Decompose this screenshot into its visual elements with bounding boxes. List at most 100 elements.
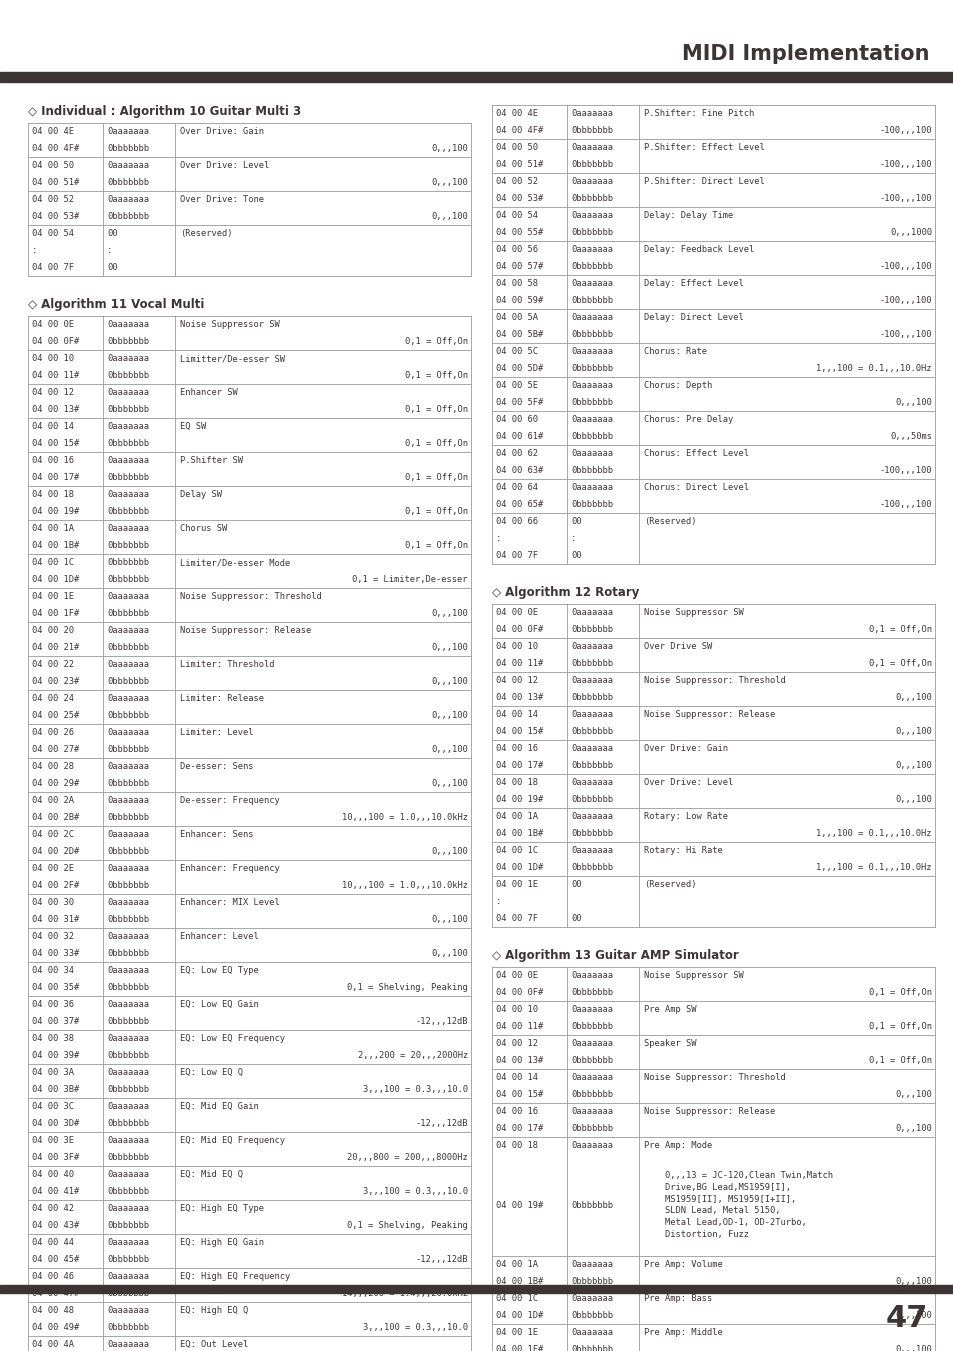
Text: 0bbbbbbb: 0bbbbbbb	[571, 1201, 613, 1209]
Text: Limitter/De-esser SW: Limitter/De-esser SW	[180, 354, 285, 363]
Text: 0,,,100: 0,,,100	[894, 1090, 931, 1098]
Text: 04 00 4E: 04 00 4E	[496, 109, 537, 118]
Text: 0,1 = Off,On: 0,1 = Off,On	[405, 405, 468, 413]
Text: 0bbbbbbb: 0bbbbbbb	[107, 1017, 149, 1025]
Text: 04 00 2D#: 04 00 2D#	[32, 847, 79, 857]
Text: Enhancer SW: Enhancer SW	[180, 388, 237, 397]
Text: 04 00 15#: 04 00 15#	[32, 439, 79, 449]
Text: 0aaaaaaa: 0aaaaaaa	[107, 1306, 149, 1315]
Text: 1,,,100 = 0.1,,,10.0Hz: 1,,,100 = 0.1,,,10.0Hz	[816, 363, 931, 373]
Text: 04 00 4A: 04 00 4A	[32, 1340, 74, 1350]
Text: 04 00 2A: 04 00 2A	[32, 796, 74, 805]
Text: 0aaaaaaa: 0aaaaaaa	[571, 143, 613, 153]
Text: 0bbbbbbb: 0bbbbbbb	[571, 363, 613, 373]
Text: 04 00 1A: 04 00 1A	[32, 524, 74, 534]
Text: 0bbbbbbb: 0bbbbbbb	[107, 1152, 149, 1162]
Text: EQ: Low EQ Frequency: EQ: Low EQ Frequency	[180, 1034, 285, 1043]
Text: EQ: High EQ Q: EQ: High EQ Q	[180, 1306, 248, 1315]
Text: 0,,,100: 0,,,100	[431, 847, 468, 857]
Text: 04 00 29#: 04 00 29#	[32, 780, 79, 788]
Text: 04 00 51#: 04 00 51#	[32, 178, 79, 186]
Text: 04 00 10: 04 00 10	[496, 1005, 537, 1015]
Text: 20,,,800 = 200,,,8000Hz: 20,,,800 = 200,,,8000Hz	[347, 1152, 468, 1162]
Text: 04 00 7F: 04 00 7F	[496, 915, 537, 923]
Text: 0aaaaaaa: 0aaaaaaa	[571, 381, 613, 390]
Text: -100,,,100: -100,,,100	[879, 195, 931, 203]
Text: 3,,,100 = 0.3,,,10.0: 3,,,100 = 0.3,,,10.0	[363, 1188, 468, 1196]
Text: 04 00 41#: 04 00 41#	[32, 1188, 79, 1196]
Text: 0aaaaaaa: 0aaaaaaa	[571, 1260, 613, 1269]
Text: 0aaaaaaa: 0aaaaaaa	[571, 1039, 613, 1048]
Text: 0aaaaaaa: 0aaaaaaa	[107, 966, 149, 975]
Text: Limiter: Release: Limiter: Release	[180, 694, 264, 703]
Text: 0bbbbbbb: 0bbbbbbb	[571, 500, 613, 509]
Text: 04 00 1B#: 04 00 1B#	[496, 1277, 542, 1286]
Text: 0,1 = Off,On: 0,1 = Off,On	[868, 1056, 931, 1065]
Text: 0aaaaaaa: 0aaaaaaa	[107, 626, 149, 635]
Text: 0bbbbbbb: 0bbbbbbb	[107, 473, 149, 482]
Text: Enhancer: Frequency: Enhancer: Frequency	[180, 865, 279, 873]
Text: 0aaaaaaa: 0aaaaaaa	[571, 449, 613, 458]
Text: 0aaaaaaa: 0aaaaaaa	[107, 661, 149, 669]
Text: -100,,,100: -100,,,100	[879, 500, 931, 509]
Text: De-esser: Sens: De-esser: Sens	[180, 762, 253, 771]
Text: 0bbbbbbb: 0bbbbbbb	[107, 372, 149, 380]
Text: Over Drive: Level: Over Drive: Level	[643, 778, 733, 788]
Text: 04 00 1F#: 04 00 1F#	[496, 1346, 542, 1351]
Text: Over Drive: Tone: Over Drive: Tone	[180, 195, 264, 204]
Text: 3,,,100 = 0.3,,,10.0: 3,,,100 = 0.3,,,10.0	[363, 1085, 468, 1094]
Text: 04 00 39#: 04 00 39#	[32, 1051, 79, 1061]
Text: 04 00 4F#: 04 00 4F#	[32, 145, 79, 153]
Text: 04 00 0F#: 04 00 0F#	[496, 626, 542, 634]
Text: 0bbbbbbb: 0bbbbbbb	[571, 262, 613, 272]
Text: 00: 00	[571, 880, 581, 889]
Text: 04 00 1D#: 04 00 1D#	[32, 576, 79, 584]
Text: 00: 00	[571, 915, 581, 923]
Text: 0aaaaaaa: 0aaaaaaa	[107, 1034, 149, 1043]
Text: 04 00 11#: 04 00 11#	[496, 1021, 542, 1031]
Text: 04 00 15#: 04 00 15#	[496, 1090, 542, 1098]
Text: 04 00 15#: 04 00 15#	[496, 727, 542, 736]
Text: 0,,,100: 0,,,100	[431, 609, 468, 617]
Text: 0bbbbbbb: 0bbbbbbb	[571, 1346, 613, 1351]
Text: Limiter: Level: Limiter: Level	[180, 728, 253, 738]
Text: 0,,,100: 0,,,100	[431, 677, 468, 686]
Text: 0,,,1000: 0,,,1000	[889, 228, 931, 236]
Text: 0,,,100: 0,,,100	[894, 693, 931, 703]
Text: 04 00 17#: 04 00 17#	[496, 1124, 542, 1133]
Text: 04 00 1E: 04 00 1E	[496, 880, 537, 889]
Text: 0,1 = Limiter,De-esser: 0,1 = Limiter,De-esser	[352, 576, 468, 584]
Text: Delay: Direct Level: Delay: Direct Level	[643, 313, 743, 322]
Text: 04 00 3C: 04 00 3C	[32, 1102, 74, 1111]
Text: 04 00 53#: 04 00 53#	[496, 195, 542, 203]
Text: 04 00 1C: 04 00 1C	[496, 846, 537, 855]
Text: 04 00 46: 04 00 46	[32, 1273, 74, 1281]
Text: 04 00 51#: 04 00 51#	[496, 159, 542, 169]
Text: 0,,,100: 0,,,100	[431, 212, 468, 222]
Text: 04 00 19#: 04 00 19#	[496, 1201, 542, 1209]
Text: 04 00 33#: 04 00 33#	[32, 948, 79, 958]
Text: :: :	[571, 534, 576, 543]
Text: 1,,,100 = 0.1,,,10.0Hz: 1,,,100 = 0.1,,,10.0Hz	[816, 830, 931, 838]
Text: Over Drive: Level: Over Drive: Level	[180, 161, 269, 170]
Text: 04 00 45#: 04 00 45#	[32, 1255, 79, 1265]
Text: 04 00 14: 04 00 14	[496, 1073, 537, 1082]
Text: 04 00 0E: 04 00 0E	[32, 320, 74, 330]
Text: :: :	[496, 897, 500, 907]
Text: 04 00 14: 04 00 14	[32, 422, 74, 431]
Text: 0aaaaaaa: 0aaaaaaa	[571, 1106, 613, 1116]
Text: 0,1 = Off,On: 0,1 = Off,On	[868, 988, 931, 997]
Text: 0bbbbbbb: 0bbbbbbb	[571, 399, 613, 407]
Text: 0,,,100: 0,,,100	[431, 780, 468, 788]
Text: 0aaaaaaa: 0aaaaaaa	[571, 642, 613, 651]
Text: 0aaaaaaa: 0aaaaaaa	[107, 865, 149, 873]
Text: 0aaaaaaa: 0aaaaaaa	[571, 280, 613, 288]
Text: 0bbbbbbb: 0bbbbbbb	[107, 1188, 149, 1196]
Text: 04 00 65#: 04 00 65#	[496, 500, 542, 509]
Text: 0aaaaaaa: 0aaaaaaa	[107, 1238, 149, 1247]
Text: 0bbbbbbb: 0bbbbbbb	[571, 1310, 613, 1320]
Text: 0bbbbbbb: 0bbbbbbb	[107, 145, 149, 153]
Text: 0,,,100: 0,,,100	[894, 399, 931, 407]
Text: 04 00 3D#: 04 00 3D#	[32, 1119, 79, 1128]
Text: Over Drive: Gain: Over Drive: Gain	[643, 744, 727, 753]
